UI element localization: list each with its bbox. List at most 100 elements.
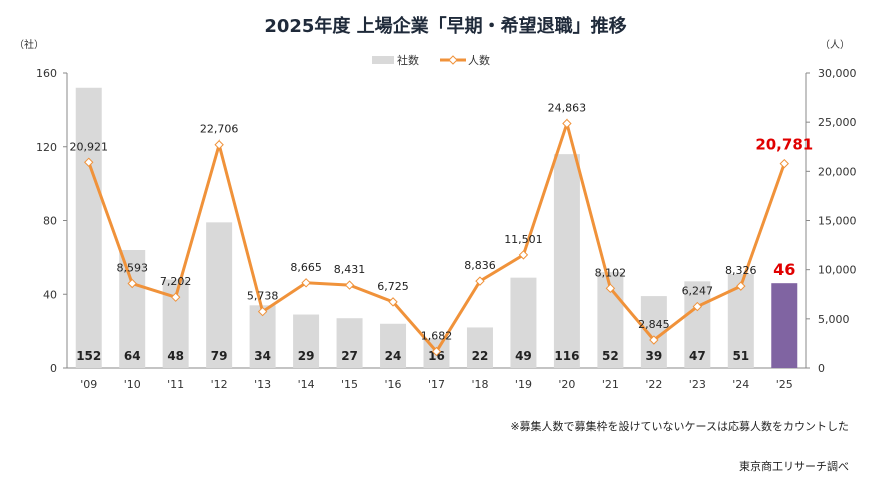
footnote: ※募集人数で募集枠を設けていないケースは応募人数をカウントした (510, 420, 849, 433)
line-point (431, 346, 442, 357)
line-point (84, 157, 94, 167)
line-value-label: 5,738 (247, 290, 279, 303)
bar-value-label: 24 (385, 349, 402, 363)
line-value-label: 6,247 (682, 285, 714, 298)
bar (553, 154, 580, 368)
bar-value-label: 116 (554, 349, 579, 363)
bar (510, 277, 537, 368)
x-tick-label: '12 (211, 378, 228, 391)
legend-line-marker (448, 55, 458, 65)
line-point (301, 278, 311, 288)
line-point (214, 140, 224, 150)
line-value-label: 8,431 (334, 263, 366, 276)
x-tick-label: '16 (385, 378, 402, 391)
line-value-label: 22,706 (200, 123, 239, 136)
bar (293, 314, 320, 368)
bar-value-label: 48 (167, 349, 184, 363)
x-tick-label: '13 (254, 378, 271, 391)
left-tick-label: 120 (36, 141, 57, 154)
line-value-label: 2,845 (638, 318, 670, 331)
line-value-label: 24,863 (548, 102, 587, 115)
x-tick-label: '22 (645, 378, 662, 391)
source-credit: 東京商工リサーチ調べ (739, 460, 849, 473)
right-axis-unit: （人） (820, 39, 850, 51)
x-tick-label: '24 (732, 378, 749, 391)
x-tick-label: '11 (167, 378, 184, 391)
line-point (779, 158, 789, 169)
bar-value-label: 29 (298, 349, 315, 363)
line-point (605, 283, 616, 294)
x-tick-label: '09 (80, 378, 97, 391)
line-point (344, 280, 355, 290)
bar (466, 327, 493, 368)
legend-line-label: 人数 (468, 54, 490, 67)
x-tick-label: '10 (124, 378, 141, 391)
x-tick-label: '23 (689, 378, 706, 391)
bar-value-label: 64 (124, 349, 141, 363)
bar (380, 323, 407, 368)
legend: 社数 人数 (372, 53, 490, 67)
bar (75, 87, 102, 368)
line-value-label: 7,202 (160, 275, 192, 288)
bar-value-label: 79 (211, 349, 228, 363)
chart-title: 2025年度 上場企業「早期・希望退職」推移 (264, 16, 627, 37)
line-point (170, 292, 181, 302)
x-tick-label: '25 (776, 378, 793, 391)
left-tick-label: 0 (50, 362, 57, 375)
line-point (562, 118, 572, 129)
line-value-label: 8,326 (725, 264, 757, 277)
bar-value-label: 51 (732, 349, 749, 363)
right-tick-label: 30,000 (818, 67, 857, 80)
line-value-label: 20,921 (69, 140, 108, 153)
bar (336, 318, 363, 368)
bar-value-label: 47 (689, 349, 706, 363)
bar (684, 281, 711, 368)
right-tick-label: 10,000 (818, 264, 857, 277)
legend-bar-label: 社数 (397, 53, 419, 67)
bar-value-label: 49 (515, 349, 532, 363)
right-tick-label: 0 (818, 362, 825, 375)
x-tick-label: '19 (515, 378, 532, 391)
x-tick-label: '20 (558, 378, 575, 391)
line-value-label: 20,781 (755, 136, 813, 154)
line-value-label: 8,102 (595, 266, 627, 279)
bar (206, 222, 233, 368)
line-point (388, 297, 398, 307)
x-tick-label: '14 (298, 378, 315, 391)
line-point (736, 281, 746, 291)
x-tick-label: '21 (602, 378, 619, 391)
line-value-label: 6,725 (377, 280, 409, 293)
right-tick-label: 20,000 (818, 165, 857, 178)
bar (771, 283, 798, 368)
line-value-label: 8,593 (116, 262, 148, 275)
bar-value-label: 46 (773, 260, 795, 279)
x-tick-label: '15 (341, 378, 358, 391)
x-tick-label: '18 (471, 378, 488, 391)
left-axis-unit: （社） (14, 38, 44, 51)
right-tick-label: 5,000 (818, 313, 850, 326)
right-tick-label: 25,000 (818, 116, 857, 129)
bar-value-label: 39 (646, 349, 663, 363)
left-tick-label: 80 (43, 215, 57, 228)
line-point (692, 301, 703, 312)
line-point (127, 278, 137, 289)
bar-value-label: 27 (341, 349, 358, 363)
line-value-label: 1,682 (421, 329, 453, 342)
line-value-label: 8,836 (464, 259, 496, 272)
line-value-label: 8,665 (290, 261, 322, 274)
line-point (649, 335, 659, 345)
line-point (257, 306, 268, 317)
right-tick-label: 15,000 (818, 215, 857, 228)
bar-value-label: 52 (602, 349, 619, 363)
line-point (475, 276, 485, 286)
bar-value-label: 152 (76, 349, 101, 363)
bar (119, 250, 146, 368)
line-series (87, 118, 786, 354)
legend-bar-swatch (372, 56, 394, 64)
bar-value-label: 22 (472, 349, 489, 363)
left-tick-label: 160 (36, 67, 57, 80)
bar-value-label: 34 (254, 349, 271, 363)
line-point (518, 250, 529, 260)
